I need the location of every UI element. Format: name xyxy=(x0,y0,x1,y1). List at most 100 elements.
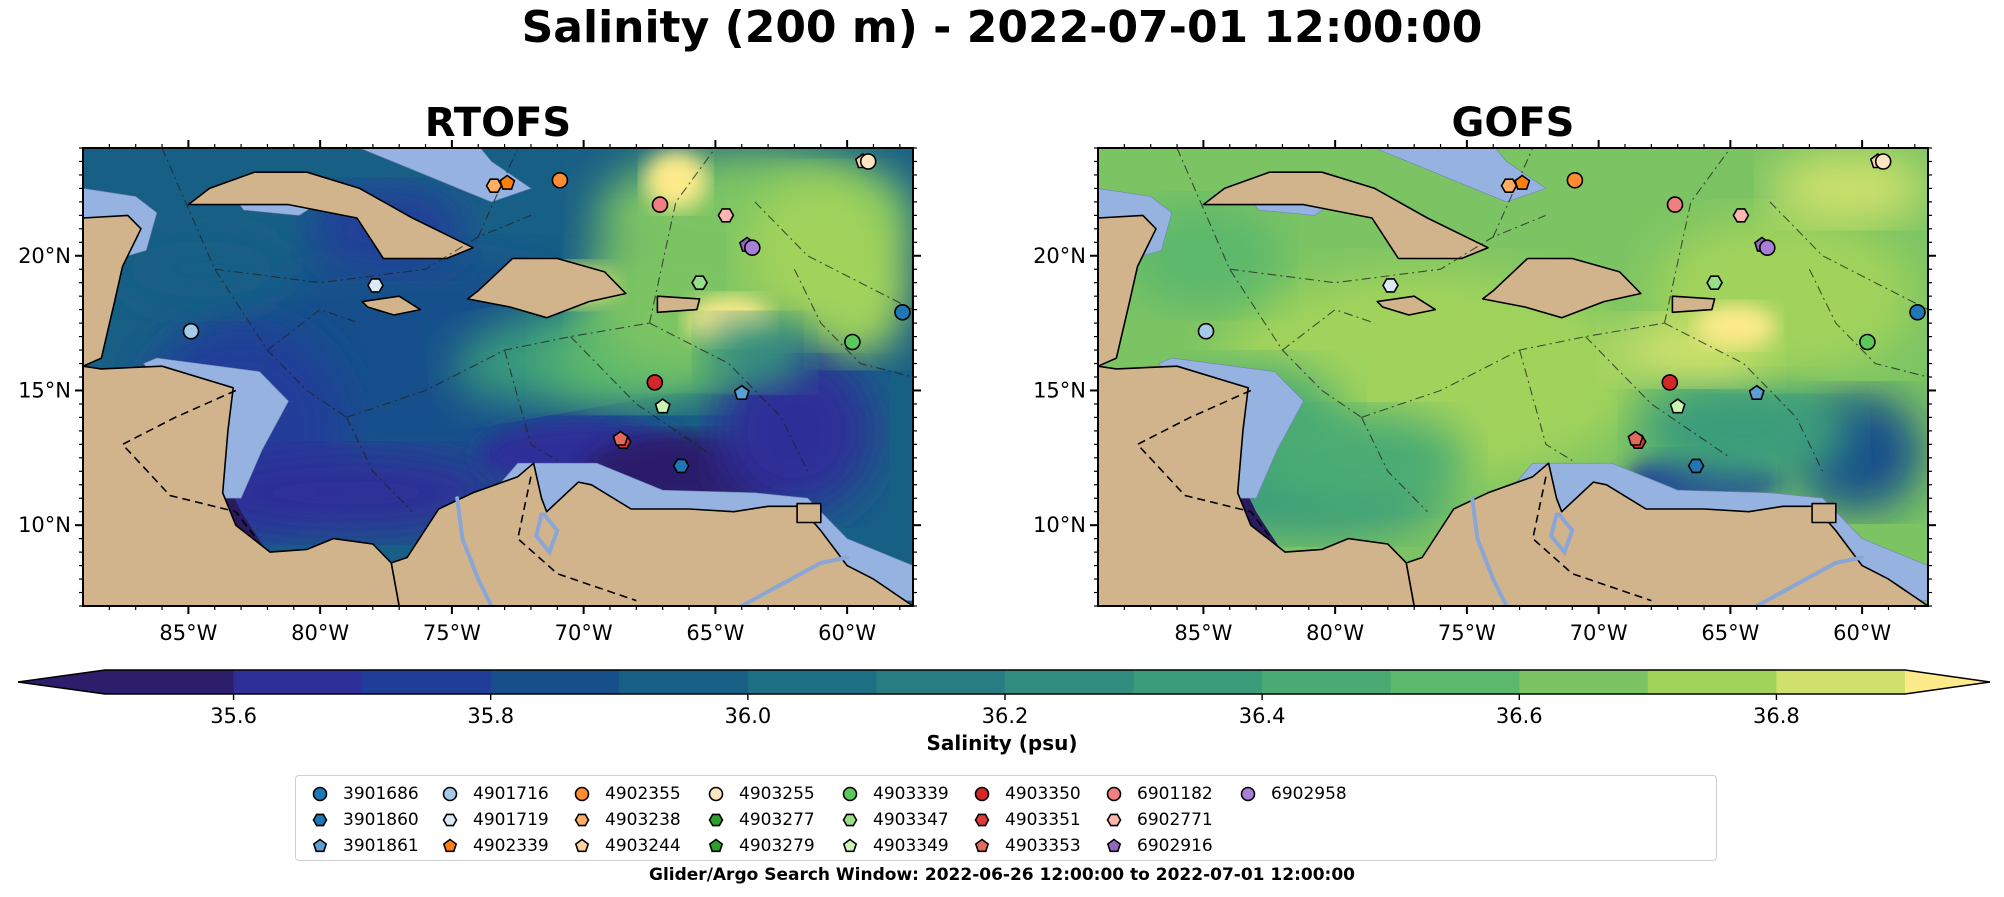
colorbar-bin xyxy=(619,670,749,694)
legend-label: 4903339 xyxy=(873,784,949,804)
land-hispaniola xyxy=(466,257,627,319)
colorbar-bin xyxy=(1519,670,1649,694)
y-tick-label: 10°N xyxy=(1033,513,1086,537)
float-6902771 xyxy=(717,208,735,223)
legend-item-4903347: 4903347 xyxy=(841,807,949,833)
legend-item-4903353: 4903353 xyxy=(973,833,1081,859)
legend-label: 4901716 xyxy=(473,784,549,804)
legend-item-4903351: 4903351 xyxy=(973,807,1081,833)
legend-label: 4903353 xyxy=(1005,836,1081,856)
eez-boundary xyxy=(477,148,519,238)
eez-boundary xyxy=(346,417,413,513)
land-southAmerica xyxy=(1405,462,1928,606)
legend-label: 4903277 xyxy=(739,810,815,830)
legend-marker xyxy=(1106,813,1122,827)
legend-label: 4901719 xyxy=(473,810,549,830)
float-4903238 xyxy=(1500,178,1518,193)
legend-marker xyxy=(312,786,328,802)
land-yucatan xyxy=(1098,214,1157,367)
country-border xyxy=(1531,476,1652,602)
eez-boundary xyxy=(267,308,360,351)
legend-marker-shape xyxy=(842,786,858,802)
eez-boundary xyxy=(1282,308,1375,351)
land-jamaica xyxy=(1376,295,1437,316)
legend-marker xyxy=(1240,786,1256,802)
float-3901686 xyxy=(1909,303,1926,321)
float-3901861 xyxy=(733,384,750,401)
float-6901182 xyxy=(1666,196,1684,213)
legend-item-3901860: 3901860 xyxy=(311,807,419,833)
eez-boundary xyxy=(504,349,558,461)
eez-boundary xyxy=(1361,417,1428,513)
land-hispaniola xyxy=(1481,257,1642,319)
float-3901860 xyxy=(1687,458,1705,474)
legend-label: 4902355 xyxy=(605,784,681,804)
legend: 3901686 3901860 3901861 4901716 4901719 49023… xyxy=(295,775,1717,861)
legend-marker xyxy=(312,813,328,827)
colorbar-bin xyxy=(1262,670,1392,694)
colorbar-tick-label: 35.8 xyxy=(467,704,514,728)
legend-marker xyxy=(574,838,590,853)
colorbar-extend-low xyxy=(18,670,105,694)
float-4903350 xyxy=(1661,374,1679,391)
colorbar-bin xyxy=(747,670,878,694)
x-tick-label: 60°W xyxy=(818,621,876,645)
float-4903347 xyxy=(1706,275,1724,291)
eez-boundary xyxy=(648,148,716,324)
eez-boundary xyxy=(1492,148,1534,238)
x-tick-label: 75°W xyxy=(1438,621,1496,645)
land-trinidad xyxy=(1811,502,1837,524)
eez-boundary xyxy=(649,322,809,472)
colorbar-bin xyxy=(233,670,363,694)
land-florida xyxy=(1267,129,1333,140)
legend-item-6902958: 6902958 xyxy=(1239,781,1347,807)
river xyxy=(534,512,560,557)
country-border xyxy=(1136,389,1270,537)
legend-item-4903279: 4903279 xyxy=(707,833,815,859)
float-3901861 xyxy=(1748,384,1765,401)
colorbar-bin xyxy=(876,670,1006,694)
legend-label: 4903349 xyxy=(873,836,949,856)
legend-item-6902771: 6902771 xyxy=(1105,807,1213,833)
legend-label: 4903238 xyxy=(605,810,681,830)
float-4902355 xyxy=(551,172,569,189)
land-southAmerica xyxy=(390,462,913,606)
legend-item-4901719: 4901719 xyxy=(441,807,549,833)
x-tick-label: 80°W xyxy=(291,621,349,645)
land-cuba xyxy=(187,171,474,260)
legend-item-4903339: 4903339 xyxy=(841,781,949,807)
salinity-patch xyxy=(1638,377,1849,485)
y-tick-label: 15°N xyxy=(18,378,71,402)
float-6901182 xyxy=(651,196,669,213)
colorbar-label: Salinity (psu) xyxy=(926,731,1078,755)
float-4902339 xyxy=(1514,174,1531,190)
y-tick-label: 20°N xyxy=(18,244,71,268)
x-tick-label: 85°W xyxy=(1174,621,1232,645)
legend-item-6902916: 6902916 xyxy=(1105,833,1213,859)
colorbar-outline xyxy=(17,669,1991,695)
colorbar-bin xyxy=(1133,670,1263,694)
colorbar-extend-high xyxy=(1905,670,1990,694)
eez-boundary xyxy=(1664,322,1824,472)
x-tick-label: 60°W xyxy=(1833,621,1891,645)
float-4902339 xyxy=(499,174,516,190)
legend-item-4901716: 4901716 xyxy=(441,781,549,807)
legend-item-4903350: 4903350 xyxy=(973,781,1081,807)
x-tick-label: 80°W xyxy=(1306,621,1364,645)
x-tick-label: 75°W xyxy=(423,621,481,645)
float-4903349 xyxy=(654,398,671,414)
legend-marker xyxy=(1106,786,1122,802)
legend-marker xyxy=(974,813,990,827)
figure-title: Salinity (200 m) - 2022-07-01 12:00:00 xyxy=(521,2,1483,53)
y-tick-label: 10°N xyxy=(18,513,71,537)
colorbar-tick-label: 36.4 xyxy=(1239,704,1286,728)
salinity-patch xyxy=(1770,153,1928,224)
map-panel-gofs: 85°W 80°W 75°W 70°W 65°W 60°W 10°N 15°N 20°N xyxy=(1033,129,1936,645)
legend-marker xyxy=(708,786,724,802)
x-tick-label: 70°W xyxy=(555,621,613,645)
legend-marker xyxy=(1106,838,1122,853)
legend-item-4902339: 4902339 xyxy=(441,833,549,859)
legend-label: 3901686 xyxy=(343,784,419,804)
float-4901716 xyxy=(182,322,200,340)
eez-boundary xyxy=(1229,214,1547,284)
